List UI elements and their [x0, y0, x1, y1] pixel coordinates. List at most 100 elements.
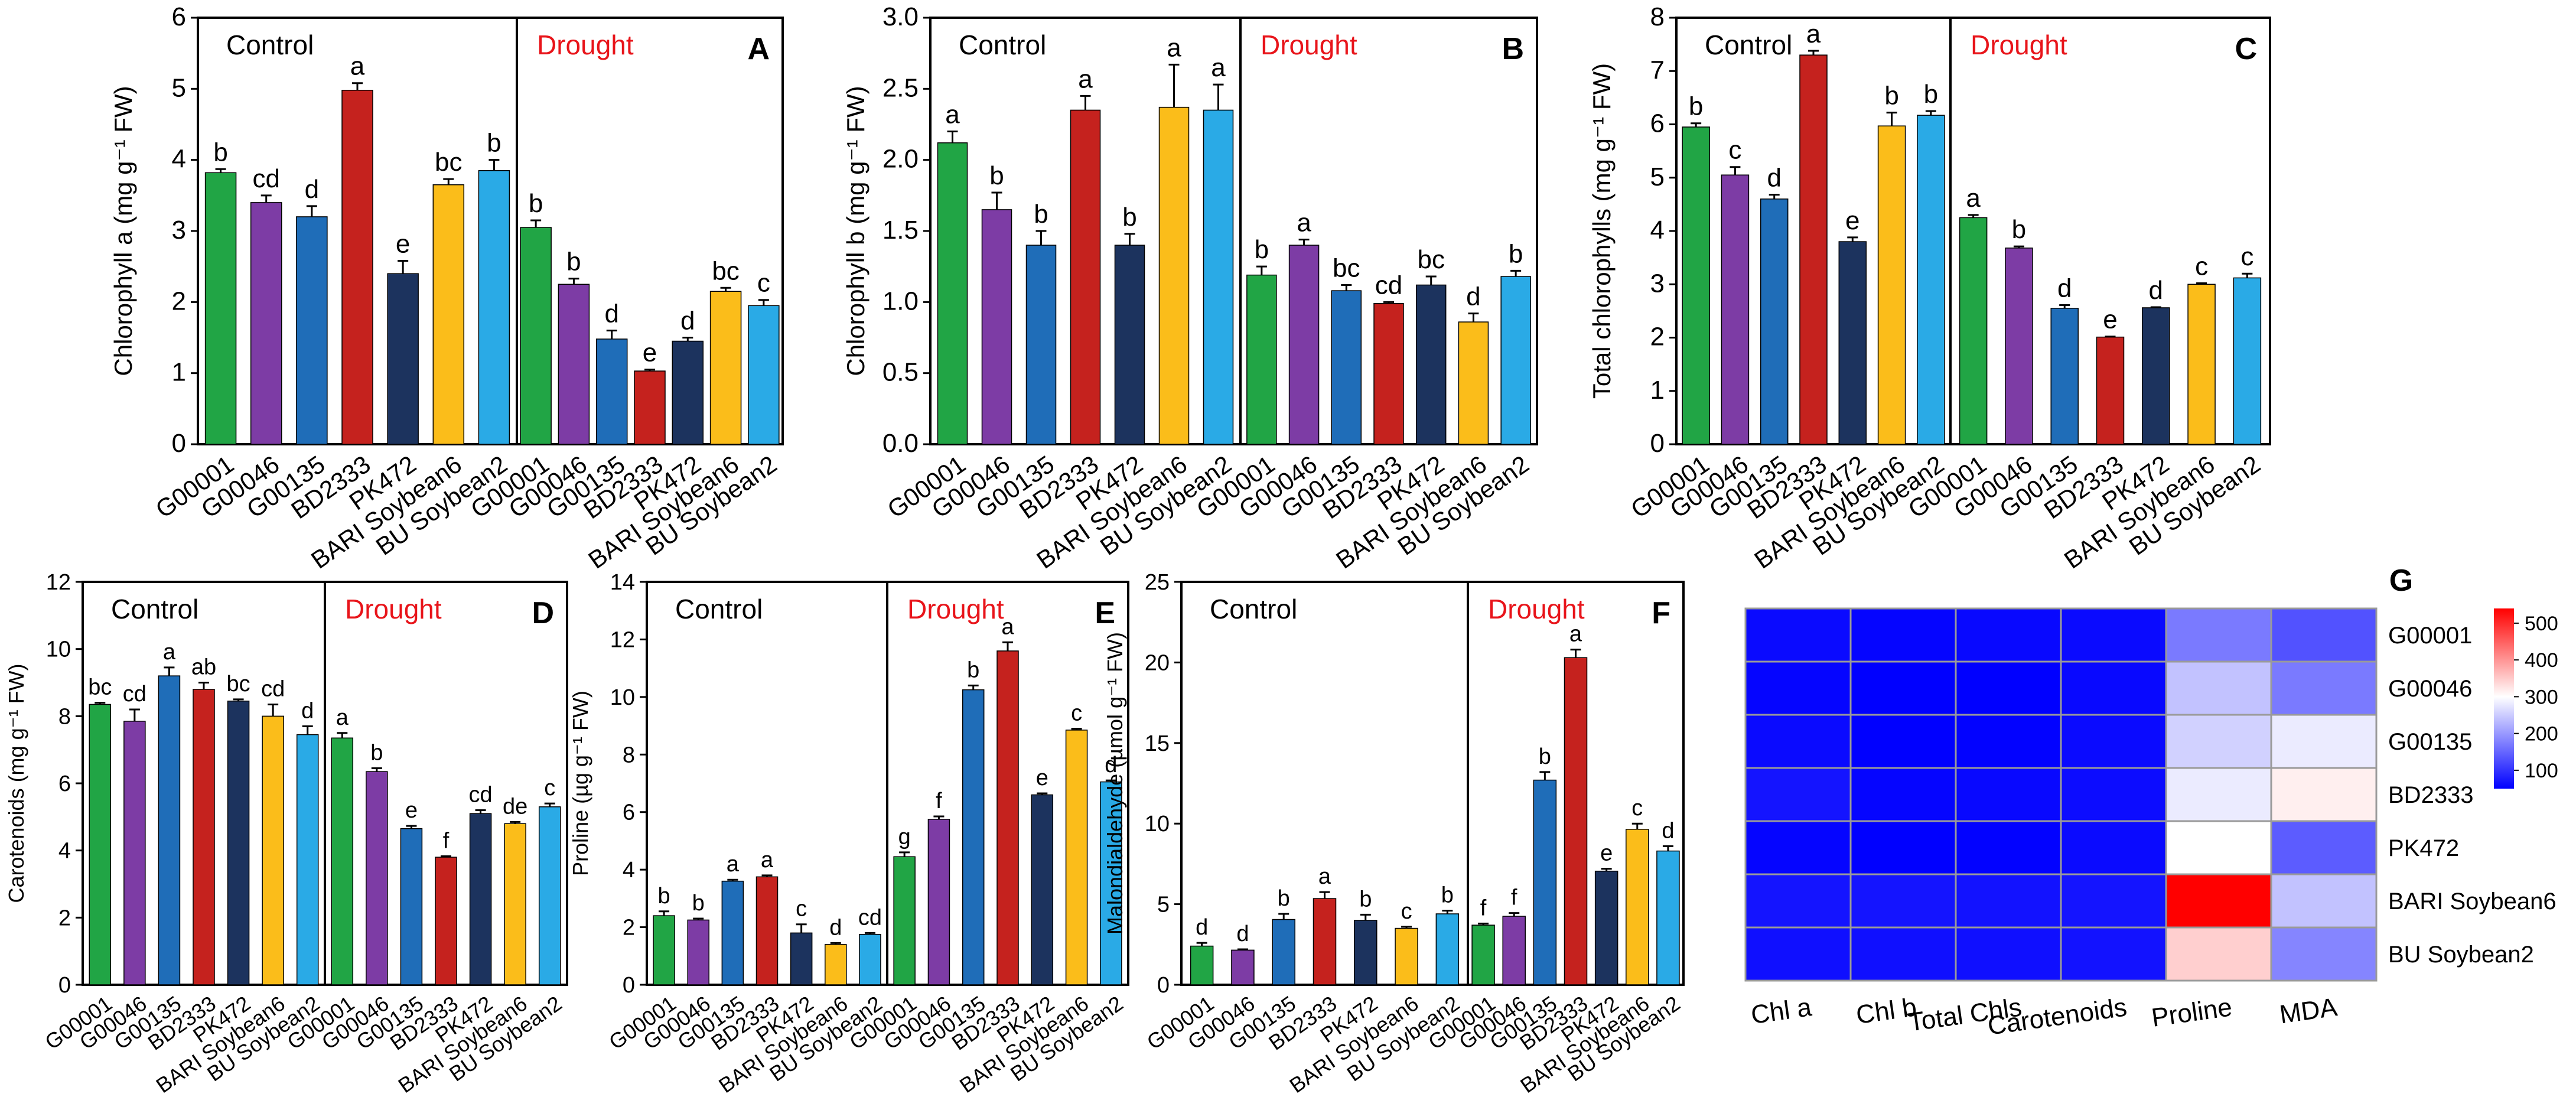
bar: [1500, 276, 1531, 445]
bar: [2233, 277, 2262, 445]
significance-letter: a: [1569, 622, 1582, 647]
bar: [193, 689, 215, 985]
significance-letter: d: [1236, 922, 1249, 946]
significance-letter: b: [1884, 82, 1898, 110]
significance-letter: d: [1767, 164, 1781, 193]
bar: [469, 813, 492, 985]
bar: [123, 721, 146, 985]
significance-letter: b: [566, 248, 581, 276]
heatmap-cell: [2270, 714, 2378, 769]
significance-letter: bc: [1333, 253, 1360, 282]
significance-letter: b: [1122, 203, 1136, 232]
y-tick-label: 6: [623, 800, 635, 825]
bar: [981, 209, 1012, 445]
bar: [341, 89, 373, 445]
panel-g-heatmap: G00001 G00046 G00135 BD2333 PK472 BARI Soybea…: [1744, 564, 2558, 1041]
heatmap-row-label: G00046: [2388, 676, 2472, 702]
bar: [1435, 913, 1460, 985]
significance-letter: f: [936, 789, 942, 813]
bar: [595, 338, 628, 445]
bar: [262, 715, 284, 985]
bar: [1395, 927, 1418, 985]
heatmap-cell: [2165, 714, 2272, 769]
significance-letter: f: [1511, 886, 1517, 910]
bar: [538, 806, 561, 985]
panel-letter: F: [1652, 596, 1670, 630]
y-tick-label: 1.0: [882, 287, 919, 315]
significance-letter: cd: [123, 682, 146, 707]
y-tick-label: 5: [1157, 893, 1170, 917]
heatmap-cell: [2165, 767, 2272, 822]
y-tick-label: 2: [1650, 323, 1665, 351]
y-axis-label: Chlorophyll a (mg g⁻¹ FW): [109, 86, 137, 376]
significance-letter: a: [945, 100, 960, 129]
heatmap-cell: [1849, 767, 1957, 822]
significance-letter: b: [1689, 92, 1703, 121]
y-tick-label: 0: [58, 973, 71, 998]
y-tick-label: 0: [623, 973, 635, 998]
bar: [1760, 198, 1789, 445]
bar: [1682, 126, 1710, 445]
y-tick-label: 10: [1145, 812, 1170, 836]
significance-letter: e: [405, 798, 418, 823]
bar: [1114, 245, 1145, 445]
panel-letter: E: [1095, 596, 1115, 630]
bar: [1313, 898, 1337, 985]
significance-letter: b: [989, 161, 1004, 190]
heatmap-cell: [2060, 926, 2167, 982]
y-tick-label: 14: [610, 570, 635, 595]
significance-letter: cd: [261, 676, 285, 701]
colorbar: [2494, 608, 2514, 789]
bar: [653, 915, 675, 985]
heatmap-cell: [2165, 607, 2272, 663]
bar: [1288, 245, 1320, 445]
bar: [1533, 779, 1557, 985]
significance-letter: b: [1509, 239, 1523, 268]
bar: [1231, 949, 1255, 985]
bar: [748, 305, 780, 445]
y-tick-label: 8: [623, 743, 635, 767]
heatmap-cell: [1955, 873, 2062, 929]
bar: [1594, 870, 1618, 985]
heatmap-cell: [1744, 767, 1852, 822]
colorbar-tick-label: 100: [2525, 760, 2558, 782]
significance-letter: b: [658, 884, 670, 909]
y-tick-label: 2.0: [882, 145, 919, 174]
significance-letter: b: [1278, 886, 1290, 911]
heatmap-column-label: MDA: [2278, 992, 2339, 1029]
significance-letter: c: [757, 269, 770, 298]
heatmap-column-label: Chl a: [1749, 992, 1813, 1030]
bar: [1917, 115, 1945, 445]
y-tick-label: 7: [1650, 56, 1665, 84]
y-tick-label: 0: [1157, 973, 1170, 998]
significance-letter: cd: [252, 164, 279, 193]
significance-letter: de: [503, 794, 527, 819]
heatmap-cell: [1849, 714, 1957, 769]
significance-letter: b: [370, 740, 383, 765]
bar: [1190, 945, 1214, 985]
y-tick-label: 6: [172, 2, 186, 31]
significance-letter: f: [1480, 896, 1487, 920]
significance-letter: e: [643, 338, 657, 367]
significance-letter: b: [1539, 744, 1551, 769]
significance-letter: b: [967, 657, 979, 682]
bar: [937, 142, 968, 445]
colorbar-tick-label: 200: [2525, 723, 2558, 746]
y-tick-label: 0.5: [882, 358, 919, 387]
y-tick-label: 1.5: [882, 216, 919, 245]
significance-letter: c: [1631, 796, 1643, 821]
heatmap-cell: [1744, 660, 1852, 716]
bar: [709, 291, 742, 445]
significance-letter: bc: [712, 256, 739, 285]
bar: [755, 876, 779, 985]
group-label-control: Control: [675, 594, 763, 624]
significance-letter: c: [1071, 701, 1082, 725]
group-label-drought: Drought: [907, 594, 1004, 624]
significance-letter: d: [2057, 274, 2072, 302]
y-tick-label: 6: [1650, 109, 1665, 138]
bar: [2005, 248, 2033, 445]
significance-letter: a: [1966, 184, 1981, 213]
bar: [634, 370, 666, 445]
significance-letter: b: [487, 129, 501, 158]
